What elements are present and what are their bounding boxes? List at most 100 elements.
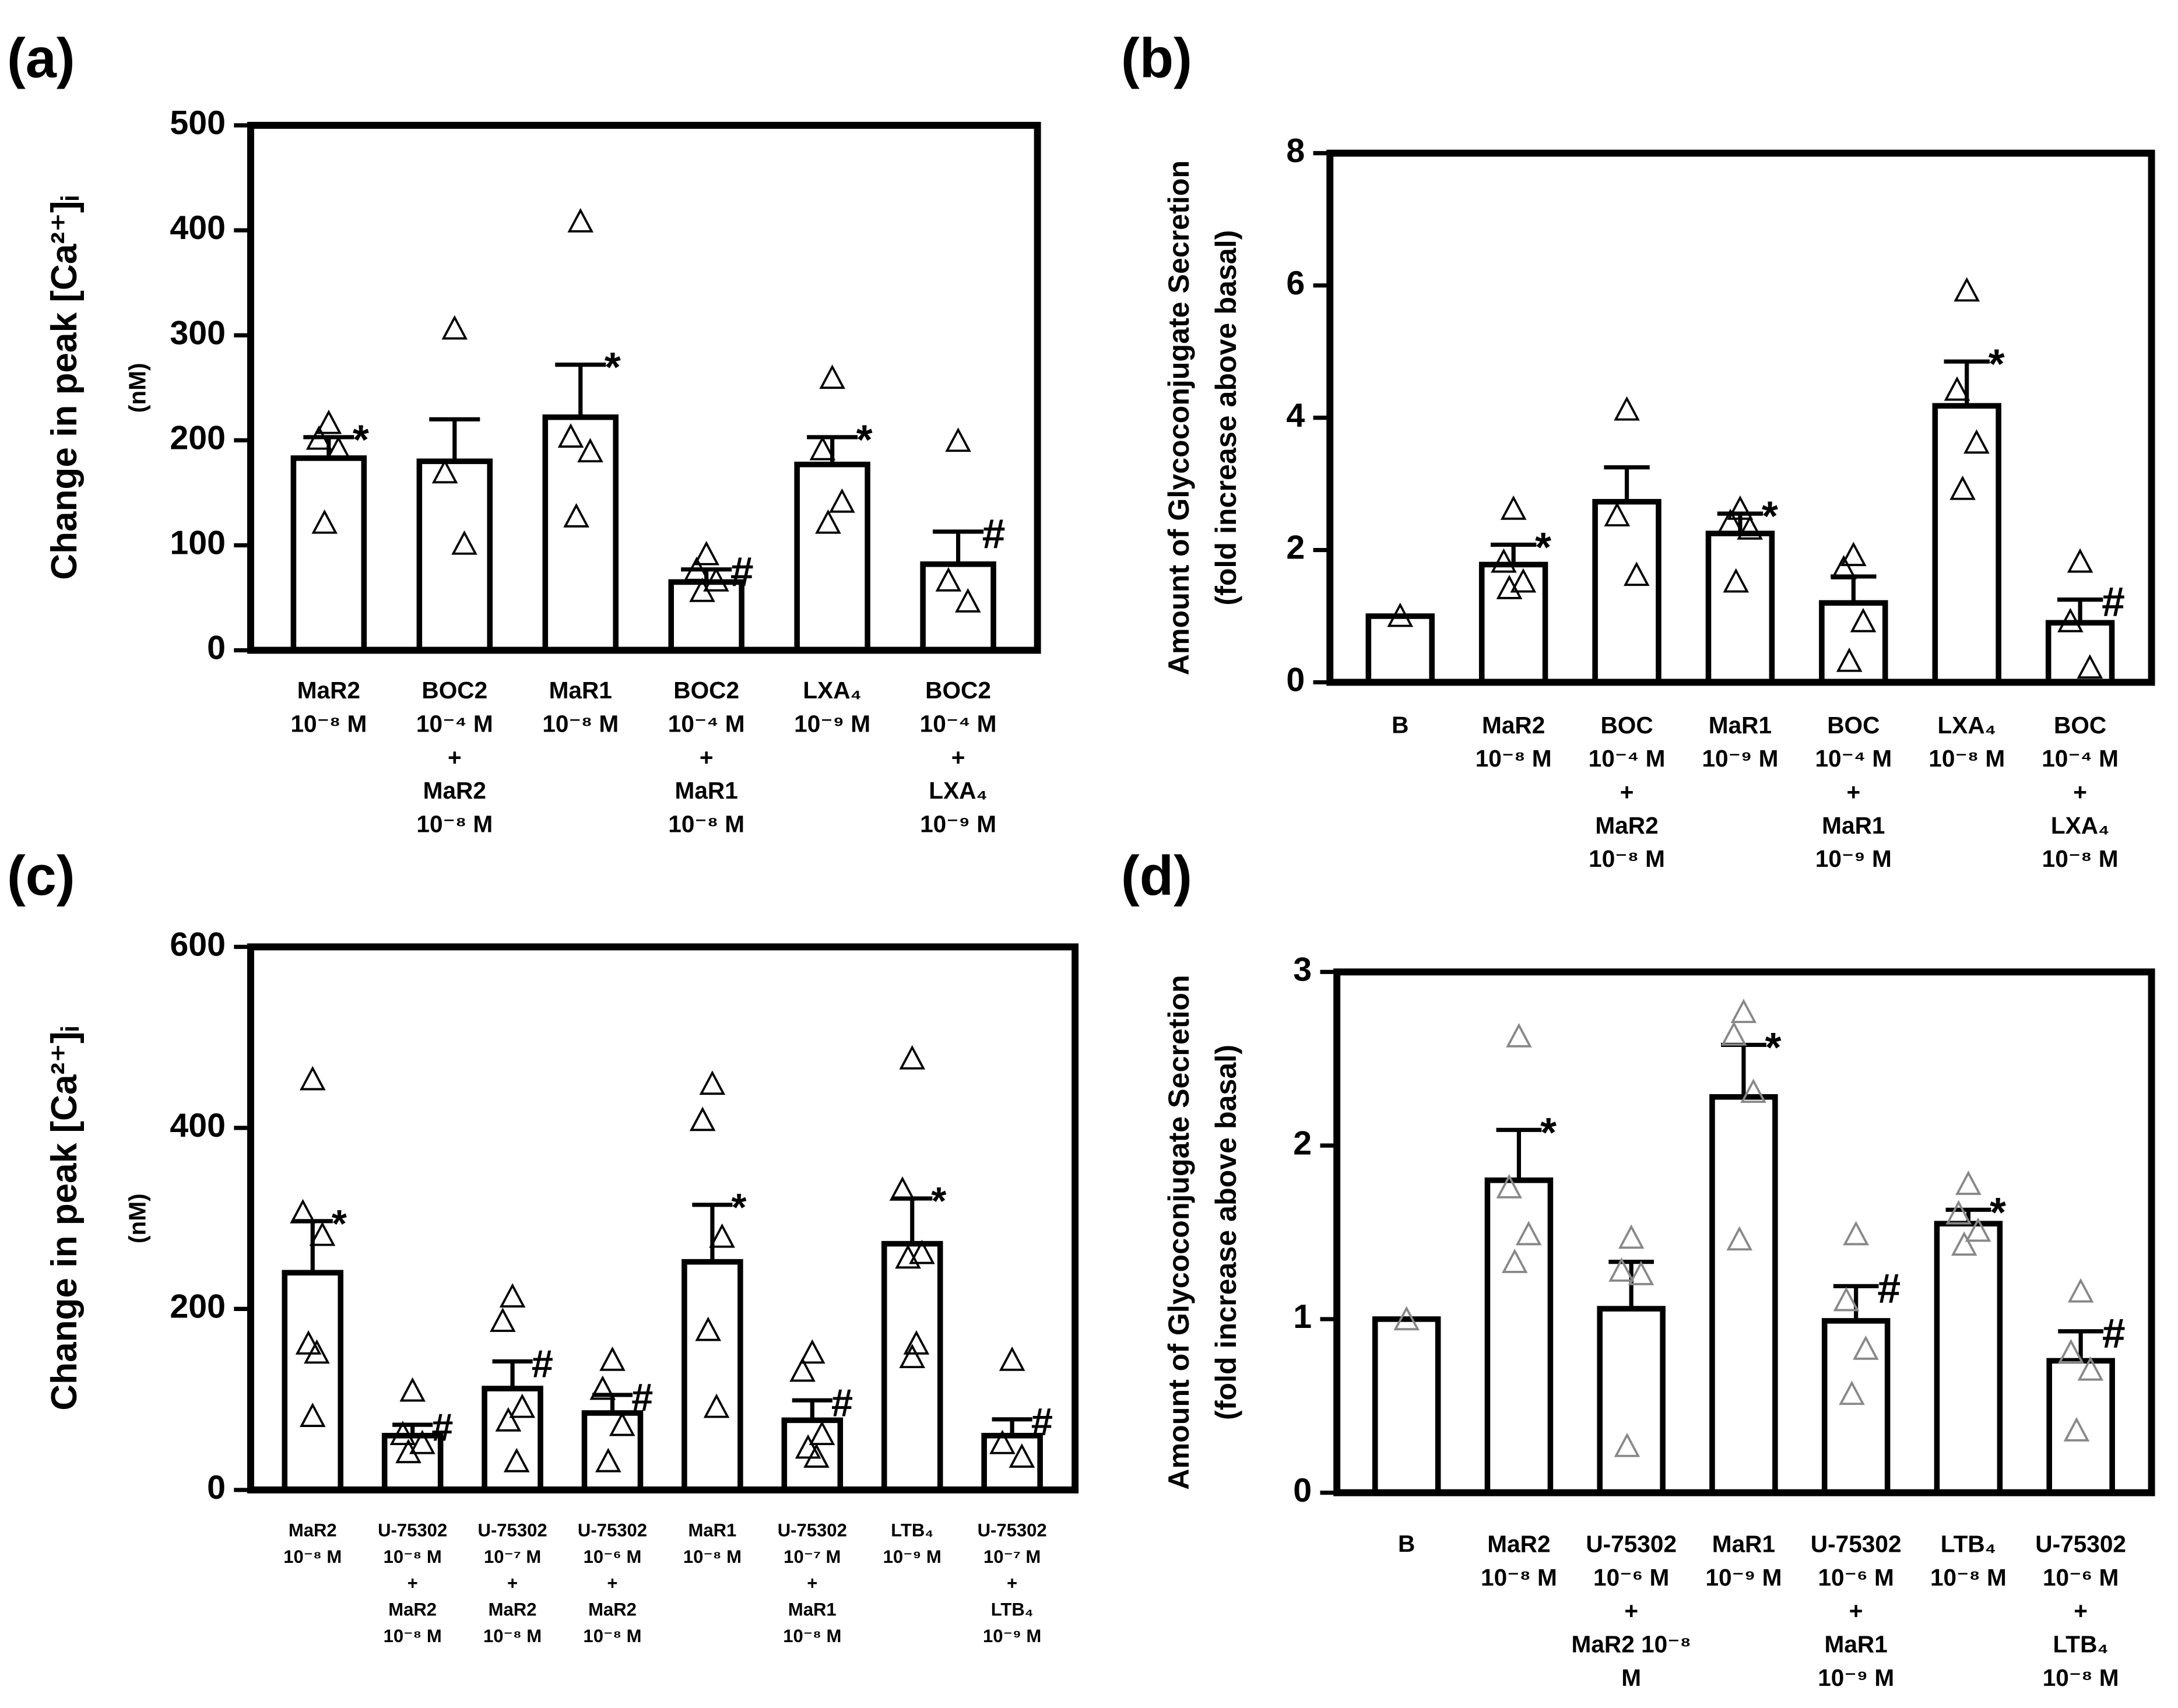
y-tick-label: 500: [170, 104, 226, 142]
error-bar: [892, 1196, 933, 1244]
data-point: [909, 1239, 935, 1264]
data-point: [895, 1244, 921, 1269]
error-bar: [933, 529, 984, 564]
data-point: [1387, 602, 1414, 627]
x-tick-label: B: [1392, 712, 1408, 739]
data-point: [703, 567, 729, 592]
data-point: [935, 567, 962, 592]
bar: [1484, 1177, 1554, 1496]
data-point: [1963, 429, 1990, 454]
data-point: [1393, 1306, 1420, 1331]
data-point: [395, 1439, 421, 1464]
data-point: [899, 1045, 926, 1070]
data-point: [299, 1403, 326, 1427]
data-point: [1009, 1443, 1035, 1468]
y-tick-label: 3: [1293, 951, 1312, 988]
significance-mark: #: [631, 1376, 653, 1419]
y-tick-label: 0: [207, 630, 226, 667]
data-point: [1843, 1221, 1869, 1246]
bar: [416, 458, 493, 653]
significance-mark: *: [856, 416, 873, 463]
x-tick-label: BOC2 10⁻⁴ M + LXA₄ 10⁻⁹ M: [920, 677, 997, 837]
y-tick-label: 2: [1286, 529, 1305, 567]
x-tick-label: BOC2 10⁻⁴ M + MaR1 10⁻⁸ M: [668, 677, 745, 837]
data-point: [563, 503, 589, 528]
data-point: [1949, 475, 1976, 500]
error-bar: [1608, 1260, 1654, 1309]
significance-mark: *: [1989, 341, 2005, 388]
x-tick-label: MaR2 10⁻⁸ M: [1476, 712, 1552, 772]
bar: [2045, 620, 2115, 686]
data-point: [1618, 1224, 1645, 1249]
data-point: [689, 577, 715, 602]
data-point: [695, 1316, 722, 1341]
bar: [1932, 403, 2001, 686]
data-point: [693, 540, 719, 565]
plot-frame: [1326, 149, 2155, 686]
y-axis-unit: (nM): [124, 363, 151, 413]
y-tick-label: 400: [170, 1107, 226, 1144]
data-point: [703, 1393, 730, 1418]
y-tick-label: 200: [170, 1288, 226, 1326]
data-point: [1951, 1231, 1977, 1256]
data-point: [409, 1429, 435, 1454]
y-tick-label: 300: [170, 314, 226, 352]
data-point: [399, 1377, 426, 1402]
data-point: [299, 1066, 326, 1091]
data-point: [1954, 277, 1980, 302]
data-point: [2063, 1417, 2090, 1442]
bar: [1592, 498, 1661, 686]
panel-label: (a): [7, 28, 75, 90]
data-point: [1737, 515, 1763, 540]
data-point: [1955, 1171, 1982, 1195]
x-tick-label: BOC 10⁻⁴ M + MaR1 10⁻⁹ M: [1815, 712, 1892, 872]
x-tick-label: U-75302 10⁻⁷ M + LTB₄ 10⁻⁹ M: [978, 1520, 1047, 1647]
bar: [482, 1386, 543, 1493]
x-tick-label: BOC2 10⁻⁴ M + MaR2 10⁻⁸ M: [416, 677, 493, 837]
y-axis-label: Amount of Glycoconjugate Secretion: [1162, 975, 1195, 1489]
significance-mark: *: [1535, 524, 1551, 571]
data-point: [1614, 1432, 1640, 1457]
data-point: [2077, 654, 2103, 679]
data-point: [1496, 1174, 1523, 1199]
data-point: [577, 438, 603, 463]
significance-mark: *: [1990, 1189, 2006, 1236]
x-tick-label: U-75302 10⁻⁶ M + LTB₄ 10⁻⁸ M: [2035, 1530, 2126, 1691]
data-point: [1840, 542, 1867, 567]
data-point: [451, 530, 477, 555]
error-bar: [1831, 574, 1877, 603]
y-axis-label: Change in peak [Ca²⁺]ᵢ: [44, 196, 85, 580]
significance-mark: *: [605, 344, 621, 391]
y-axis-unit: (nM): [124, 1193, 151, 1243]
y-tick-label: 6: [1286, 265, 1305, 302]
data-point: [1730, 999, 1757, 1024]
error-bar: [2057, 598, 2103, 623]
y-tick-label: 600: [170, 926, 226, 963]
y-tick-label: 0: [1286, 662, 1305, 699]
data-point: [699, 1070, 726, 1095]
bar: [1372, 1316, 1441, 1496]
error-bar: [292, 1219, 333, 1273]
y-axis-label: Amount of Glycoconjugate Secretion: [1162, 160, 1195, 675]
significance-mark: #: [831, 1381, 853, 1425]
bar: [581, 1410, 644, 1493]
data-point: [809, 435, 836, 461]
data-point: [557, 423, 584, 448]
data-point: [1491, 548, 1517, 573]
bar: [681, 1259, 743, 1493]
x-tick-label: LXA₄ 10⁻⁹ M: [794, 677, 870, 737]
data-point: [1726, 1226, 1753, 1251]
bar: [794, 461, 870, 653]
y-tick-label: 4: [1286, 397, 1305, 434]
significance-mark: *: [931, 1179, 946, 1223]
data-point: [1510, 568, 1537, 593]
data-point: [1623, 561, 1650, 586]
y-tick-label: 200: [170, 419, 226, 456]
data-point: [1727, 495, 1754, 520]
x-tick-label: U-75302 10⁻⁶ M + MaR2 10⁻⁸ M: [578, 1520, 647, 1647]
data-point: [955, 588, 981, 613]
data-point: [315, 409, 342, 434]
data-point: [2058, 1338, 2084, 1363]
data-point: [490, 1308, 516, 1332]
y-axis-unit: (fold increase above basal): [1210, 230, 1242, 606]
